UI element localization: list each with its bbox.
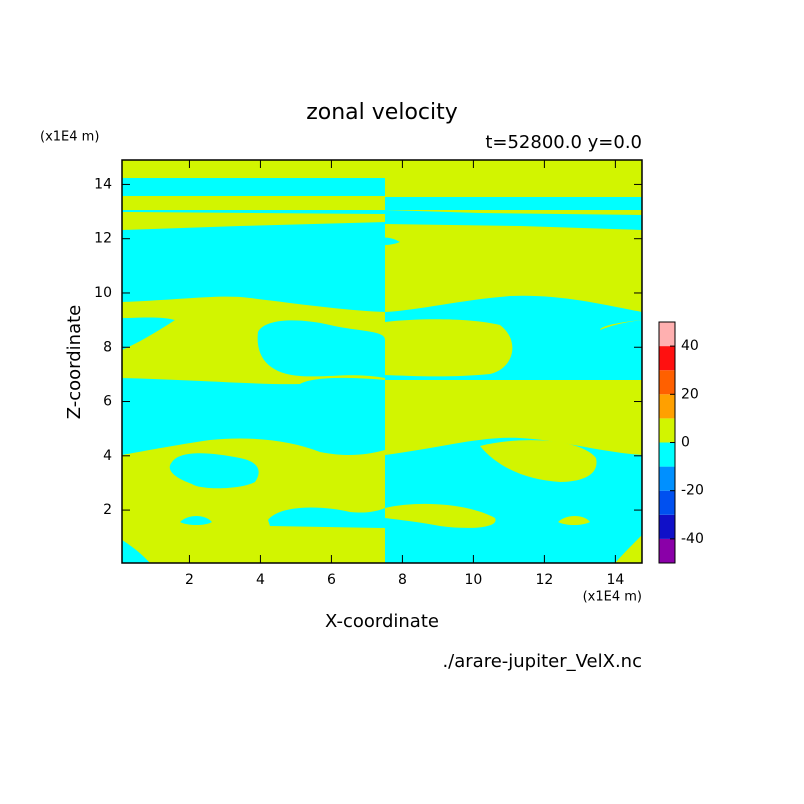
colorbar-tick-label: 20: [681, 386, 699, 402]
colorbar-segment: [659, 394, 675, 419]
y-tick-label: 10: [94, 285, 112, 301]
x-tick-label: 10: [464, 572, 482, 588]
colorbar-segment: [659, 442, 675, 467]
y-tick-label: 12: [94, 231, 112, 247]
plot-frame: [121, 159, 643, 564]
chart-title: zonal velocity: [306, 100, 458, 125]
x-tick-label: 8: [398, 572, 407, 588]
colorbar-segment: [659, 418, 675, 443]
colorbar-tick-label: 40: [681, 338, 699, 354]
colorbar-segment: [659, 466, 675, 491]
source-label: ./arare-jupiter_VelX.nc: [442, 651, 642, 672]
x-tick-label: 12: [535, 572, 553, 588]
y-tick-label: 6: [103, 394, 112, 410]
y-axis-label: Z-coordinate: [64, 305, 85, 420]
colorbar-tick-label: -40: [681, 531, 704, 547]
x-tick-label: 4: [256, 572, 265, 588]
colorbar-tick-label: -20: [681, 483, 704, 499]
y-tick-label: 14: [94, 176, 112, 192]
y-tick-label: 2: [103, 502, 112, 518]
y-tick-label: 8: [103, 339, 112, 355]
x-tick-label: 2: [185, 572, 194, 588]
x-tick-label: 6: [327, 572, 336, 588]
colorbar-segment: [659, 514, 675, 539]
colorbar-segment: [659, 322, 675, 347]
contour-field: [122, 160, 642, 563]
y-tick-label: 4: [103, 448, 112, 464]
colorbar-segment: [659, 490, 675, 515]
y-unit: (x1E4 m): [40, 130, 99, 145]
colorbar-segment: [659, 370, 675, 395]
chart-subtitle: t=52800.0 y=0.0: [485, 132, 642, 153]
colorbar-tick-label: 0: [681, 435, 690, 451]
colorbar-segment: [659, 538, 675, 563]
x-axis-label: X-coordinate: [325, 611, 439, 632]
x-tick-label: 14: [606, 572, 624, 588]
colorbar-segment: [659, 346, 675, 371]
x-unit: (x1E4 m): [583, 590, 642, 605]
